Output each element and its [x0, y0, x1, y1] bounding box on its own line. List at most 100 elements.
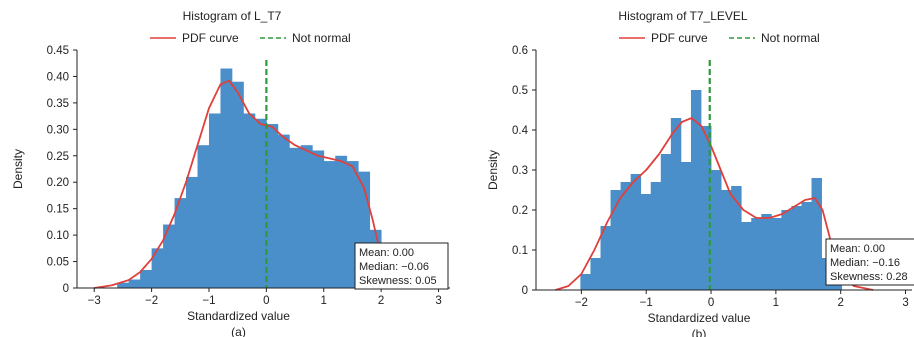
panel-label: (a)	[231, 325, 246, 337]
stats-box-frame	[825, 238, 914, 286]
histogram-bars	[580, 90, 843, 290]
x-axis-label: Standardized value	[648, 311, 751, 325]
y-tick-label: 0.20	[47, 177, 69, 189]
histogram-bar	[174, 198, 187, 288]
chart-panel-b: Histogram of T7_LEVEL PDF curve Not normal…	[486, 9, 914, 337]
stats-skewness: Skewness: 0.05	[359, 275, 437, 287]
x-tick-label: 2	[837, 297, 843, 309]
stats-median: Median: −0.06	[359, 261, 429, 273]
histogram-bar	[151, 248, 164, 288]
histogram-bar	[208, 113, 221, 288]
stats-mean: Mean: 0.00	[359, 247, 414, 259]
histogram-bar	[231, 81, 244, 288]
histogram-bar	[163, 224, 175, 288]
pdf-curve-line	[555, 117, 874, 291]
histogram-bar	[117, 282, 130, 288]
x-tick-label: −2	[575, 297, 588, 309]
x-axis-label: Standardized value	[187, 309, 290, 323]
histogram-bar	[358, 171, 371, 288]
x-tick-label: −2	[145, 295, 158, 307]
histogram-bar	[186, 176, 198, 288]
x-tick-label: 2	[378, 295, 384, 307]
stats-mean: Mean: 0.00	[830, 243, 885, 255]
panel-label: (b)	[692, 327, 707, 337]
y-tick-label: 0.5	[512, 85, 528, 97]
y-tick-label: 0.40	[47, 71, 69, 83]
histogram-bar	[335, 155, 348, 288]
legend: PDF curve Not normal	[150, 31, 351, 45]
histogram-bar	[660, 154, 672, 290]
histogram-bar	[312, 150, 325, 288]
histogram-bar	[580, 274, 591, 290]
histogram-bar	[670, 118, 682, 290]
histogram-bar	[741, 222, 752, 290]
histogram-bar	[781, 210, 792, 290]
y-tick-label: 0.30	[47, 124, 69, 136]
legend-label-not-normal: Not normal	[761, 31, 820, 45]
x-tick-label: 1	[321, 295, 327, 307]
y-tick-label: 0.35	[47, 98, 69, 110]
y-tick-label: 0	[522, 285, 528, 297]
histogram-bar	[277, 134, 290, 288]
y-tick-label: 0.05	[47, 257, 69, 269]
y-axis-label: Density	[11, 149, 25, 189]
histogram-bar	[300, 145, 313, 288]
histogram-bar	[600, 226, 611, 290]
x-tick-label: 0	[263, 295, 269, 307]
histogram-bar	[831, 282, 843, 290]
histogram-bar	[590, 258, 601, 290]
chart-panel-a: Histogram of L_T7 PDF curve Not normal 0 0.0…	[11, 9, 450, 337]
x-tick-label: 1	[773, 297, 779, 309]
histogram-bar	[811, 178, 822, 290]
histogram-bar	[610, 190, 621, 290]
histogram-bar	[771, 218, 782, 290]
x-tick-label: 0	[708, 297, 714, 309]
y-tick-label: 0.3	[512, 165, 528, 177]
histogram-bar	[680, 162, 692, 290]
histogram-bar	[700, 126, 712, 290]
y-tick-label: 0	[63, 283, 69, 295]
y-tick-label: 0.25	[47, 151, 69, 163]
pdf-curve-line	[94, 79, 428, 289]
histogram-bar	[243, 113, 256, 288]
histogram-bar	[650, 182, 662, 290]
y-tick-label: 0.1	[512, 245, 528, 257]
y-tick-label: 0.15	[47, 204, 69, 216]
stats-box: Mean: 0.00 Median: −0.16 Skewness: 0.28	[825, 238, 914, 286]
y-axis-label: Density	[486, 150, 500, 190]
y-tick-label: 0.4	[512, 125, 529, 137]
histogram-bars	[117, 68, 394, 289]
legend-label-pdf-curve: PDF curve	[651, 31, 708, 45]
histogram-bar	[197, 145, 210, 288]
legend-label-not-normal: Not normal	[292, 31, 351, 45]
y-tick-label: 0.6	[512, 45, 528, 57]
chart-title: Histogram of T7_LEVEL	[618, 9, 748, 23]
stats-skewness: Skewness: 0.28	[830, 271, 908, 283]
histogram-bar	[731, 186, 742, 290]
histogram-bar	[128, 279, 141, 288]
stats-box: Mean: 0.00 Median: −0.06 Skewness: 0.05	[354, 242, 449, 290]
stats-median: Median: −0.16	[830, 257, 900, 269]
histogram-bar	[751, 218, 762, 290]
x-tick-label: 3	[902, 297, 908, 309]
histogram-bar	[220, 68, 233, 288]
y-tick-label: 0.10	[47, 230, 69, 242]
y-tick-label: 0.45	[47, 45, 69, 57]
histogram-bar	[254, 118, 267, 288]
histogram-bar	[761, 214, 772, 290]
histogram-bar	[620, 182, 632, 290]
histogram-bar	[721, 190, 732, 290]
histogram-bar	[266, 124, 279, 289]
x-tick-label: 3	[435, 295, 441, 307]
histogram-bar	[690, 90, 702, 290]
x-tick-label: −1	[640, 297, 653, 309]
x-tick-label: −1	[202, 295, 215, 307]
chart-title: Histogram of L_T7	[183, 9, 282, 23]
histogram-bar	[640, 194, 652, 290]
histogram-bar	[140, 270, 152, 288]
histogram-bar	[711, 170, 722, 290]
x-tick-label: −3	[88, 295, 101, 307]
histogram-bar	[630, 174, 642, 290]
histogram-bar	[801, 202, 812, 290]
